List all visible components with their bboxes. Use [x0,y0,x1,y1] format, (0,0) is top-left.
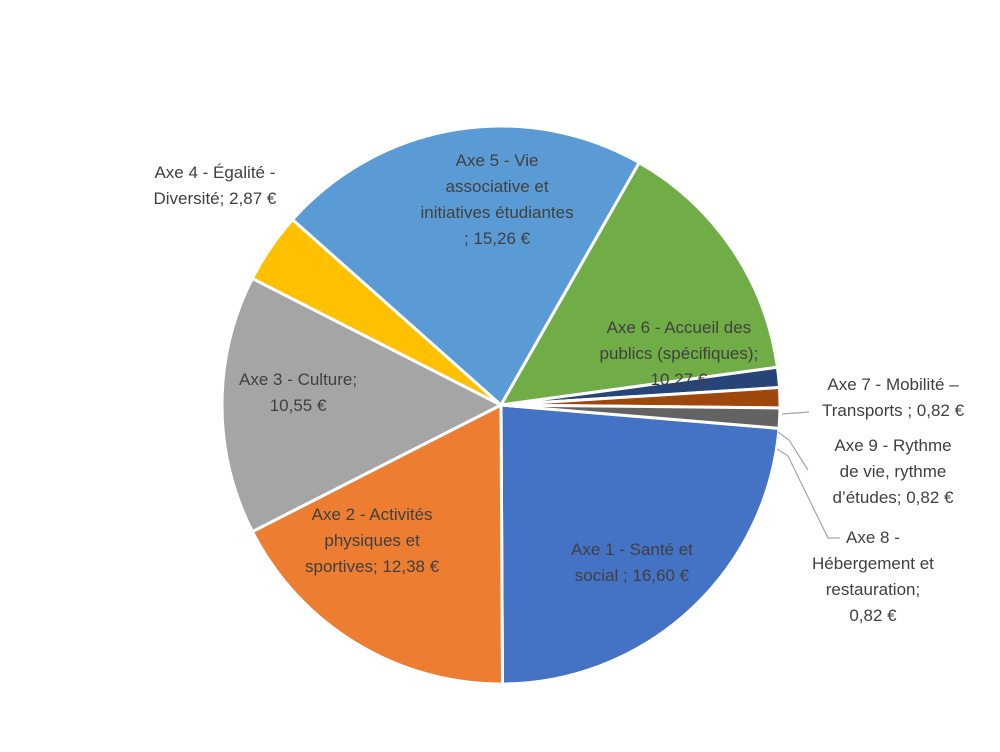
data-label-line: restauration; [825,580,921,599]
pie-slice-3 [220,276,503,534]
data-label-line: Axe 1 - Santé et [571,540,693,559]
pie-slice-6 [499,161,779,407]
data-label-line: Axe 4 - Égalité - [154,163,276,182]
data-label-line: d’études; 0,82 € [832,488,954,507]
data-label-line: physiques et [324,531,420,550]
data-label-line: de vie, rythme [839,462,947,481]
data-label-line: Axe 3 - Culture; [239,370,358,389]
data-label-6: Axe 6 - Accueil des publics (spécifiques)… [600,315,759,393]
data-label-line: Axe 9 - Rythme [834,436,952,455]
pie-slice-1 [499,403,781,686]
data-label-9: Axe 8 - Hébergement et restauration; 0,82 € [812,525,934,629]
data-label-3: Axe 3 - Culture; 10,55 € [239,367,357,419]
data-label-line: publics (spécifiques); [599,344,759,363]
data-label-line: 10,55 € [269,396,327,415]
data-label-line: Transports ; 0,82 € [822,401,965,420]
data-label-2: Axe 2 - Activités physiques et sportives; … [305,502,439,580]
leader-line-9 [776,448,840,539]
data-label-line: Axe 2 - Activités [311,505,433,524]
data-label-line: Axe 7 - Mobilité – [827,375,959,394]
data-label-line: sportives; 12,38 € [305,557,440,576]
pie-slice-5 [291,124,641,407]
data-label-8: Axe 9 - Rythme de vie, rythme d’études; 0,… [833,433,954,511]
data-label-line: Axe 5 - Vie [455,151,539,170]
data-label-line: ; 15,26 € [463,229,531,248]
leader-line-7 [781,411,810,415]
data-label-4: Axe 4 - Égalité - Diversité; 2,87 € [154,160,277,212]
data-label-line: Hébergement et [812,554,934,573]
data-label-line: initiatives étudiantes [420,203,574,222]
data-label-5: Axe 5 - Vie associative et initiatives étu… [421,148,574,252]
data-label-line: Diversité; 2,87 € [153,189,277,208]
pie-slice-9 [499,403,782,430]
data-label-line: associative et [445,177,549,196]
data-label-line: social ; 16,60 € [574,566,690,585]
leader-line-8 [777,431,809,471]
data-label-line: 0,82 € [849,606,897,625]
pie-slice-2 [250,403,504,686]
data-label-7: Axe 7 - Mobilité – Transports ; 0,82 € [822,372,964,424]
data-label-line: Axe 6 - Accueil des [606,318,752,337]
data-label-1: Axe 1 - Santé et social ; 16,60 € [571,537,693,589]
data-label-line: Axe 8 - [846,528,900,547]
data-label-line: 10,27 € [650,370,708,389]
